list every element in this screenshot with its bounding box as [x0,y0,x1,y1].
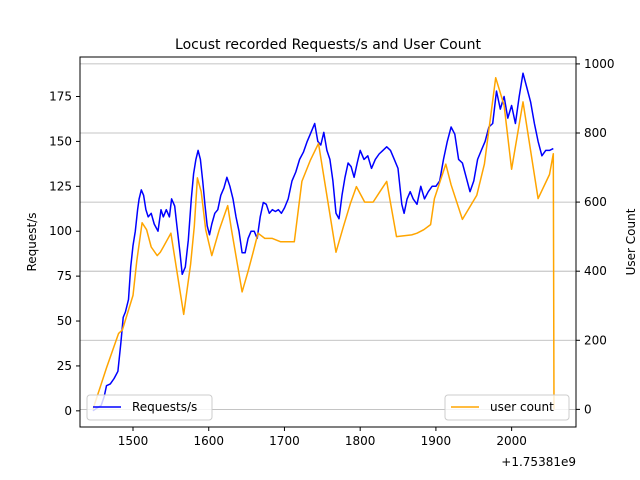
x-tick-label-1800: 1800 [345,434,376,448]
y-right-tick-label-1000: 1000 [584,57,615,71]
legend-right-box [444,394,570,421]
x-tick-label-1700: 1700 [269,434,300,448]
y-right-tick-label-200: 200 [584,333,607,347]
plot-frame [79,56,577,428]
legend-left: Requests/s [86,394,213,421]
x-tick-label-1500: 1500 [118,434,149,448]
series-line-user-count [92,76,555,410]
y-left-tick-label-25: 25 [57,359,72,373]
y-left-tick-label-175: 175 [49,90,72,104]
y-right-tick-label-600: 600 [584,195,607,209]
axis-ticks: 1500 1600 1700 1800 1900 20000255075100125150… [49,57,614,448]
y-right-tick-label-400: 400 [584,264,607,278]
y-axis-label-right: User Count [624,208,638,275]
y-left-tick-label-150: 150 [49,134,72,148]
y-left-tick-label-125: 125 [49,179,72,193]
x-offset-text: +1.75381e9 [501,455,576,469]
x-tick-label-1600: 1600 [193,434,224,448]
y-right-tick-label-0: 0 [584,402,592,416]
y-right-tick-label-800: 800 [584,126,607,140]
y-left-tick-label-100: 100 [49,224,72,238]
y-left-tick-label-0: 0 [64,404,72,418]
y-left-tick-label-75: 75 [57,269,72,283]
series-line-requests [92,72,554,412]
legend-right-label: user count [490,400,554,414]
y-axis-label-left: Request/s [25,212,39,271]
x-tick-label-1900: 1900 [421,434,452,448]
x-tick-label-2000: 2000 [496,434,527,448]
legend-left-box [86,394,213,421]
legend-right: user count [444,394,570,421]
series-lines [92,72,555,412]
chart-title: Locust recorded Requests/s and User Coun… [175,37,481,53]
y-left-tick-label-50: 50 [57,314,72,328]
legend-left-label: Requests/s [132,400,197,414]
